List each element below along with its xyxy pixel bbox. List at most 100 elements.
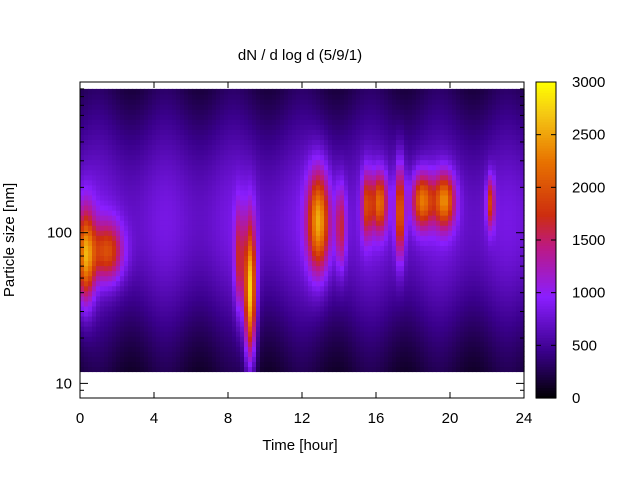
heatmap-cell (332, 326, 337, 332)
heatmap-cell (96, 290, 101, 297)
heatmap-cell (308, 245, 313, 251)
heatmap-cell (168, 315, 173, 322)
heatmap-cell (268, 255, 273, 262)
heatmap-cell (412, 295, 417, 302)
heatmap-cell (396, 270, 401, 277)
heatmap-cell (436, 346, 441, 352)
heatmap-cell (236, 189, 241, 196)
heatmap-cell (264, 189, 269, 196)
heatmap-cell (208, 220, 213, 226)
heatmap-cell (96, 129, 101, 135)
heatmap-cell (404, 104, 409, 110)
heatmap-cell (288, 235, 293, 241)
heatmap-cell (144, 265, 149, 272)
heatmap-cell (236, 305, 241, 312)
heatmap-cell (200, 240, 205, 246)
heatmap-cell (372, 98, 377, 105)
heatmap-cell (128, 88, 133, 95)
heatmap-cell (264, 98, 269, 105)
heatmap-cell (388, 230, 393, 236)
heatmap-cell (388, 270, 393, 277)
heatmap-cell (292, 210, 297, 216)
heatmap-cell (156, 285, 161, 292)
heatmap-cell (380, 336, 385, 342)
heatmap-cell (132, 124, 137, 130)
heatmap-cell (136, 93, 141, 100)
heatmap-cell (260, 336, 265, 342)
heatmap-cell (340, 326, 345, 332)
heatmap-cell (156, 179, 161, 186)
heatmap-cell (308, 194, 313, 201)
heatmap-cell (108, 199, 113, 206)
heatmap-cell (352, 245, 357, 251)
heatmap-cell (288, 194, 293, 201)
heatmap-cell (156, 194, 161, 201)
heatmap-cell (384, 356, 389, 362)
heatmap-cell (236, 98, 241, 105)
heatmap-cell (224, 154, 229, 161)
heatmap-cell (200, 98, 205, 105)
heatmap-cell (348, 346, 353, 352)
heatmap-cell (120, 114, 125, 120)
heatmap-cell (188, 164, 193, 171)
heatmap-cell (172, 98, 177, 105)
heatmap-cell (356, 144, 361, 151)
heatmap-cell (120, 245, 125, 251)
heatmap-cell (248, 326, 253, 332)
heatmap-cell (200, 265, 205, 272)
heatmap-cell (172, 129, 177, 135)
heatmap-cell (360, 346, 365, 352)
heatmap-cell (140, 346, 145, 352)
heatmap-cell (304, 245, 309, 251)
heatmap-cell (232, 351, 237, 357)
heatmap-cell (264, 124, 269, 130)
heatmap-cell (268, 235, 273, 241)
heatmap-cell (316, 351, 321, 357)
heatmap-cell (396, 230, 401, 236)
heatmap-cell (140, 331, 145, 337)
heatmap-cell (104, 169, 109, 176)
heatmap-cell (96, 230, 101, 236)
heatmap-cell (224, 220, 229, 226)
heatmap-cell (176, 260, 181, 267)
heatmap-cell (112, 119, 117, 125)
heatmap-cell (308, 189, 313, 196)
heatmap-cell (336, 210, 341, 216)
heatmap-cell (412, 164, 417, 171)
heatmap-cell (164, 270, 169, 277)
heatmap-cell (92, 149, 97, 156)
heatmap-cell (400, 356, 405, 362)
heatmap-cell (176, 174, 181, 181)
heatmap-cell (348, 225, 353, 231)
heatmap-cell (364, 225, 369, 231)
heatmap-cell (88, 179, 93, 186)
heatmap-cell (268, 154, 273, 161)
heatmap-cell (116, 124, 121, 130)
heatmap-cell (264, 139, 269, 145)
heatmap-cell (92, 109, 97, 115)
heatmap-cell (268, 88, 273, 95)
heatmap-cell (400, 210, 405, 216)
heatmap-cell (352, 88, 357, 95)
heatmap-cell (144, 88, 149, 95)
heatmap-cell (308, 346, 313, 352)
heatmap-cell (120, 109, 125, 115)
heatmap-cell (352, 230, 357, 236)
heatmap-cell (108, 275, 113, 282)
heatmap-cell (284, 215, 289, 221)
heatmap-cell (312, 336, 317, 342)
heatmap-cell (268, 270, 273, 277)
heatmap-cell (360, 260, 365, 267)
heatmap-cell (140, 300, 145, 307)
heatmap-cell (360, 270, 365, 277)
heatmap-cell (240, 114, 245, 120)
heatmap-cell (284, 114, 289, 120)
heatmap-cell (128, 114, 133, 120)
heatmap-cell (340, 149, 345, 156)
heatmap-cell (164, 129, 169, 135)
heatmap-cell (416, 154, 421, 161)
heatmap-cell (312, 356, 317, 362)
heatmap-cell (192, 240, 197, 246)
heatmap-cell (92, 114, 97, 120)
heatmap-cell (260, 93, 265, 100)
